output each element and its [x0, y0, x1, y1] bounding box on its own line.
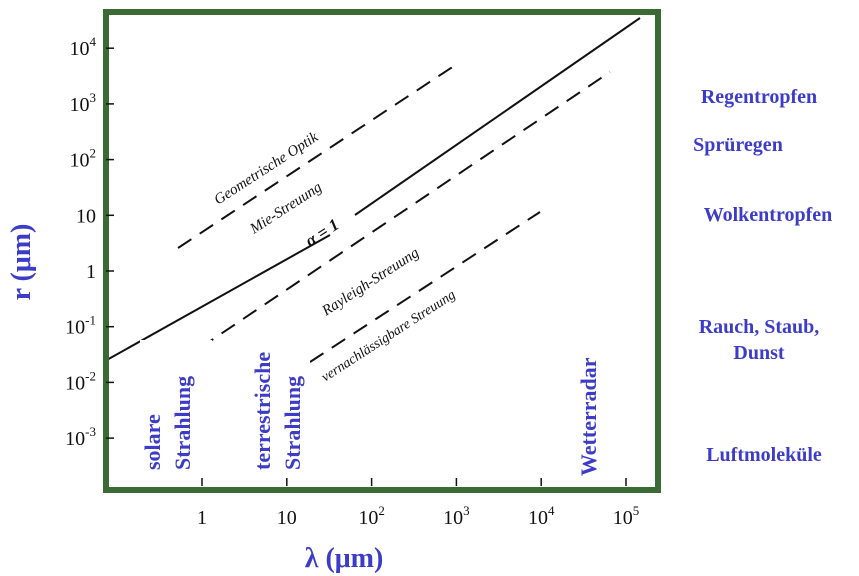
air-molecules-label: Luftmoleküle	[706, 444, 822, 466]
y-axis-title: r (μm)	[6, 224, 37, 301]
x-tick-label: 10	[277, 507, 297, 529]
terrestrial-radiation-label-line2: Strahlung	[280, 376, 305, 470]
weather-radar-label: Wetterradar	[576, 357, 601, 476]
drizzle-label: Sprüregen	[693, 134, 783, 156]
cloud-droplets-label: Wolkentropfen	[704, 204, 833, 226]
y-tick-label: 103	[70, 90, 97, 116]
rayleigh-scattering-label: Rayleigh-Streuung	[319, 245, 423, 320]
geometric-mie-boundary	[177, 61, 461, 249]
aerosol-label-line1: Rauch, Staub,	[699, 316, 820, 338]
y-tick-label: 10-1	[65, 313, 96, 339]
solar-label-bg	[140, 340, 212, 472]
y-tick-label: 10-3	[65, 424, 96, 450]
x-tick-label: 104	[528, 503, 555, 529]
alpha-equals-one-label: α = 1	[302, 215, 343, 251]
plot-frame	[103, 9, 661, 493]
y-tick-label: 10-2	[65, 368, 96, 394]
x-tick-label: 102	[358, 503, 385, 529]
x-tick-label: 103	[443, 503, 470, 529]
x-tick-label: 105	[613, 503, 640, 529]
terrestrial-radiation-label-line1: terrestrische	[250, 352, 275, 470]
y-tick-label: 104	[70, 34, 97, 60]
y-tick-label: 102	[70, 146, 97, 172]
aerosol-label-line2: Dunst	[733, 342, 784, 364]
solar-radiation-label-line2: Strahlung	[170, 376, 195, 470]
x-tick-label: 1	[197, 507, 207, 529]
raindrops-label: Regentropfen	[701, 86, 817, 108]
mie-rayleigh-boundary	[199, 71, 611, 349]
y-tick-label: 1	[86, 261, 96, 283]
rayleigh-negligible-boundary	[309, 211, 541, 363]
solar-radiation-label-line1: solare	[140, 414, 165, 470]
terrestrial-label-bg	[250, 320, 310, 472]
alpha-equals-one-line-upper	[354, 17, 641, 216]
x-axis-title: λ (μm)	[305, 543, 384, 574]
y-tick-label: 10	[76, 205, 96, 227]
